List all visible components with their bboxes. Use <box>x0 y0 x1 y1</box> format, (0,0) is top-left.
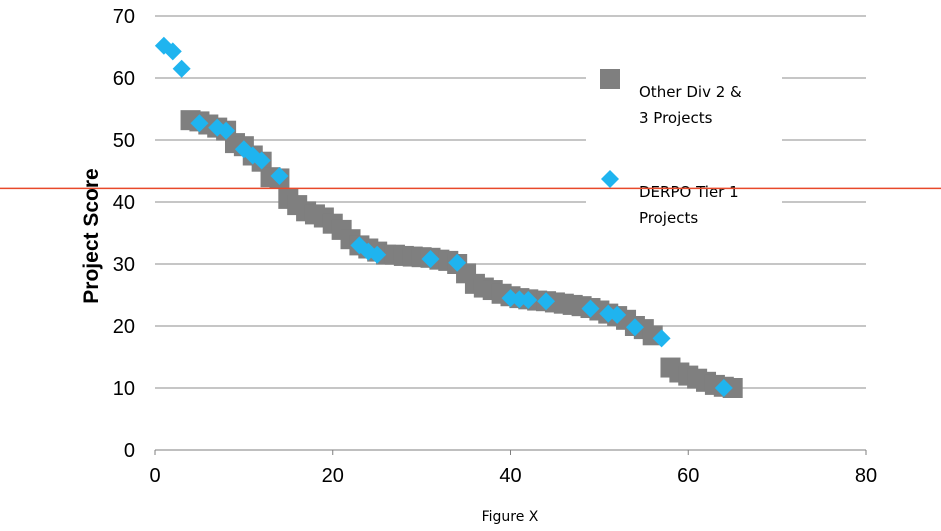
data-point-diamond <box>714 379 733 397</box>
data-point-diamond <box>421 250 440 269</box>
legend-entry: Other Div 2 & 3 Projects <box>600 69 742 127</box>
y-tick-label: 40 <box>113 192 135 214</box>
data-point-diamond <box>537 292 556 311</box>
data-point-diamond <box>243 146 262 165</box>
data-point-diamond <box>519 290 538 309</box>
legend-marker-square <box>600 69 620 89</box>
data-point-diamond <box>190 114 209 133</box>
data-point-diamond <box>208 118 227 137</box>
data-point-diamond <box>252 151 271 170</box>
legend-label: 3 Projects <box>639 109 713 127</box>
data-point-diamond <box>217 121 236 140</box>
x-tick-label: 80 <box>855 465 877 487</box>
y-tick-label: 20 <box>113 316 135 338</box>
x-tick-label: 20 <box>322 465 344 487</box>
data-point-diamond <box>172 59 191 78</box>
data-point-diamond <box>163 42 182 61</box>
legend: Other Div 2 & 3 Projects DERPO Tier 1 Proje… <box>600 69 742 227</box>
y-tick-label: 10 <box>113 378 135 400</box>
y-tick-label: 30 <box>113 254 135 276</box>
y-axis-label: Project Score <box>80 168 103 303</box>
legend-entry: DERPO Tier 1 Projects <box>601 170 739 227</box>
data-markers <box>154 36 743 398</box>
series-diamond <box>154 36 733 397</box>
y-tick-label: 70 <box>113 6 135 28</box>
gridlines <box>155 15 866 451</box>
y-axis-ticks: 0 10 20 30 40 50 60 70 <box>113 6 135 462</box>
legend-label: DERPO Tier 1 <box>639 183 739 201</box>
x-axis-ticks: 0 20 40 60 80 <box>149 450 877 487</box>
legend-label: Other Div 2 & <box>639 83 742 101</box>
x-tick-label: 40 <box>499 465 521 487</box>
data-point-diamond <box>625 318 644 337</box>
y-tick-label: 0 <box>124 440 135 462</box>
legend-box <box>586 62 782 238</box>
data-point-diamond <box>581 299 600 318</box>
data-point-diamond <box>608 305 627 324</box>
x-tick-label: 0 <box>149 465 160 487</box>
x-tick-label: 60 <box>677 465 699 487</box>
figure-caption: Figure X <box>482 509 539 525</box>
legend-marker-diamond <box>601 170 619 188</box>
data-point-diamond <box>270 166 289 185</box>
data-point-diamond <box>368 245 387 264</box>
y-tick-label: 60 <box>113 68 135 90</box>
y-tick-label: 50 <box>113 130 135 152</box>
data-point-diamond <box>652 329 671 348</box>
legend-label: Projects <box>639 209 698 227</box>
data-point-diamond <box>448 253 467 272</box>
